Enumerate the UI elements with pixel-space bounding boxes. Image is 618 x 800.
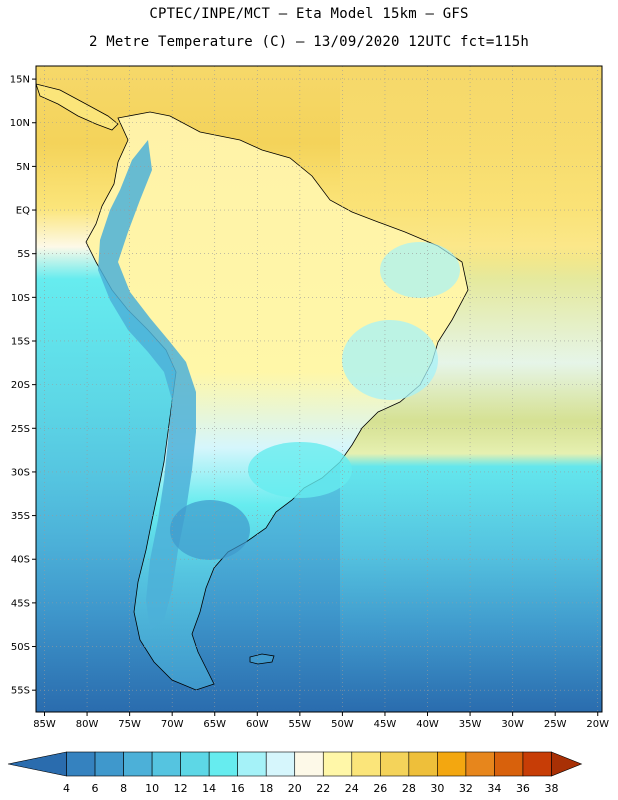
cool-patch-brazil [342,320,438,400]
colorbar-label: 10 [145,782,159,795]
lon-label: 45W [374,719,397,730]
lat-label: 5N [16,162,30,173]
lat-label: 30S [11,467,30,478]
colorbar-swatch [180,751,210,777]
colorbar-label: 36 [516,782,530,795]
lat-label: 10S [11,293,30,304]
colorbar-label: 24 [345,782,359,795]
lat-label: 55S [11,686,30,697]
colorbar-label: 16 [231,782,245,795]
colorbar-swatch [522,751,552,777]
lat-label: 40S [11,555,30,566]
colorbar-swatch [322,751,353,777]
colorbar-label: 30 [430,782,444,795]
colorbar-label: 20 [288,782,302,795]
lat-label: 15N [10,75,30,86]
colorbar-swatch [208,751,238,777]
lat-label: EQ [16,206,30,217]
lat-label: 15S [11,336,30,347]
colorbar-swatch [294,751,324,777]
colorbar-label: 8 [120,782,127,795]
colorbar: 4 6 8 10 12 14 16 18 20 22 24 26 28 30 32 34 36 38 [7,751,583,795]
map-title-line1: CPTEC/INPE/MCT – Eta Model 15km – GFS [149,6,469,22]
colorbar-label: 6 [92,782,99,795]
colorbar-label: 28 [402,782,416,795]
lat-label: 20S [11,380,30,391]
colorbar-label: 22 [316,782,330,795]
colorbar-swatch [437,751,467,777]
cool-patch-northeast [380,242,460,298]
colorbar-swatch [94,751,124,777]
colorbar-swatch [380,751,410,777]
colorbar-swatch [7,751,67,777]
colorbar-swatch [237,751,267,777]
colorbar-label: 12 [174,782,188,795]
cold-patch-patagonia [170,500,250,560]
falkland-islands [249,653,275,665]
lat-label: 45S [11,598,30,609]
colorbar-label: 18 [259,782,273,795]
latitude-labels: 15N 10N 5N EQ 5S 10S 15S 20S 25S 30S 35S 40S 45S 50S 5… [10,75,36,697]
lon-label: 70W [161,719,184,730]
lat-label: 25S [11,424,30,435]
lat-label: 5S [17,249,30,260]
colorbar-swatch [351,751,381,777]
longitude-labels: 85W 80W 75W 70W 65W 60W 55W 50W 45W 40W 35W 30W 25W 2… [33,712,609,730]
lon-label: 40W [416,719,439,730]
colorbar-label: 4 [63,782,70,795]
central-america [36,83,119,131]
lon-label: 50W [331,719,354,730]
lon-label: 55W [289,719,312,730]
lon-label: 75W [118,719,141,730]
plot-area [36,66,602,712]
andes-cold-strip [98,140,196,630]
colorbar-label: 14 [202,782,216,795]
map-title-line2: 2 Metre Temperature (C) – 13/09/2020 12U… [88,34,530,50]
colorbar-label: 34 [487,782,501,795]
colorbar-swatch [265,751,296,777]
colorbar-swatch [66,751,96,777]
colorbar-swatch [494,751,524,777]
lon-label: 65W [203,719,226,730]
lon-label: 20W [586,719,609,730]
lon-label: 80W [76,719,99,730]
lon-label: 35W [459,719,482,730]
colorbar-label: 38 [544,782,558,795]
lon-label: 25W [544,719,567,730]
colorbar-swatch [465,751,495,777]
colorbar-label: 26 [373,782,387,795]
colorbar-swatch [408,751,438,777]
lat-label: 35S [11,511,30,522]
lon-label: 30W [501,719,524,730]
plot-frame [35,65,603,713]
lon-label: 60W [246,719,269,730]
colorbar-swatch [151,751,181,777]
lat-label: 50S [11,642,30,653]
lon-label: 85W [33,719,56,730]
colorbar-swatch [123,751,153,777]
colorbar-swatch [551,751,583,777]
colorbar-label: 32 [459,782,473,795]
lat-label: 10N [10,118,30,129]
